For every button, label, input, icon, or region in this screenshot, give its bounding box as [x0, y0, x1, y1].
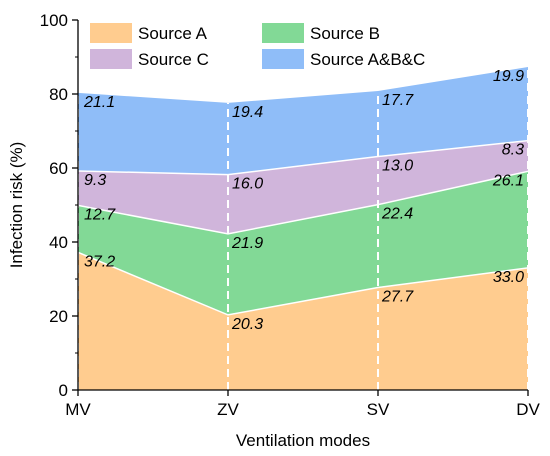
data-labels: 37.2 20.3 27.7 33.0 12.7 21.9 22.4 26.1 9.3 16.0 1…: [83, 68, 524, 333]
legend-label-source-a: Source A: [138, 24, 208, 43]
data-label-source-b: 26.1: [492, 172, 524, 189]
data-label-source-a-b-c: 19.4: [232, 104, 263, 121]
legend-swatch-source-a: [90, 23, 132, 43]
legend-label-source-c: Source C: [138, 50, 209, 69]
legend-label-source-a-b-c: Source A&B&C: [310, 50, 425, 69]
legend: Source A Source B Source C Source A&B&C: [90, 23, 425, 69]
legend-swatch-source-a-b-c: [262, 49, 304, 69]
x-tick-label: ZV: [217, 400, 239, 419]
y-tick-label: 20: [49, 307, 68, 326]
data-label-source-b: 21.9: [231, 235, 263, 252]
y-axis-title: Infection risk (%): [7, 142, 26, 269]
area-source-b: [78, 171, 528, 315]
legend-swatch-source-b: [262, 23, 304, 43]
y-tick-label: 80: [49, 85, 68, 104]
data-label-source-c: 13.0: [382, 158, 413, 175]
data-label-source-a-b-c: 17.7: [382, 92, 414, 109]
data-label-source-c: 16.0: [232, 176, 263, 193]
y-tick-label: 100: [40, 11, 68, 30]
x-axis-title: Ventilation modes: [236, 431, 370, 450]
data-label-source-a: 37.2: [84, 253, 115, 270]
legend-label-source-b: Source B: [310, 24, 380, 43]
x-tick-label: MV: [65, 400, 91, 419]
legend-swatch-source-c: [90, 49, 132, 69]
boundary-source-b: [77, 170, 529, 235]
y-tick-label: 0: [59, 381, 68, 400]
data-label-source-a: 27.7: [381, 289, 414, 306]
data-label-source-a-b-c: 21.1: [83, 94, 115, 111]
area-source-a: [78, 252, 528, 390]
boundary-source-c: [77, 139, 529, 176]
data-label-source-c: 9.3: [84, 172, 106, 189]
data-label-source-b: 22.4: [381, 206, 413, 223]
data-label-source-a: 33.0: [493, 269, 524, 286]
data-label-source-b: 12.7: [84, 206, 116, 223]
area-source-c: [78, 140, 528, 234]
x-tick-label: DV: [516, 400, 540, 419]
boundary-source-a: [77, 251, 529, 316]
data-label-source-a: 20.3: [231, 316, 263, 333]
axes: 0 20 40 60 80 100 MV ZV SV DV: [40, 11, 541, 419]
area-layers: [77, 66, 529, 390]
data-label-source-c: 8.3: [502, 142, 524, 159]
y-tick-label: 40: [49, 233, 68, 252]
y-tick-label: 60: [49, 159, 68, 178]
data-label-source-a-b-c: 19.9: [493, 68, 524, 85]
x-tick-label: SV: [367, 400, 390, 419]
area-source-a-b-c: [78, 66, 528, 175]
